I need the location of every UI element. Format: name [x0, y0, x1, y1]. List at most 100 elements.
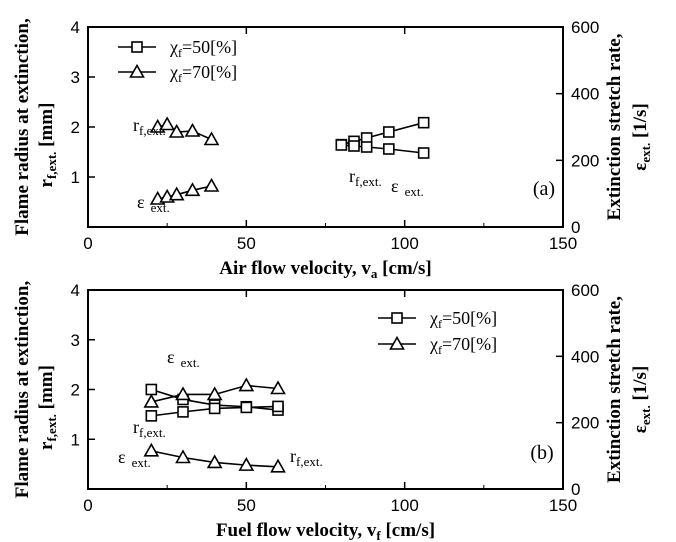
series-2	[143, 377, 286, 408]
square-marker	[335, 139, 348, 151]
legend-entry: χf=50[%]	[378, 308, 497, 331]
annotation-symbol: r	[133, 115, 139, 135]
x-tick-label: 150	[549, 496, 577, 515]
series-annotation: ε ext.	[118, 447, 151, 470]
y-right-tick-label: 400	[571, 85, 599, 104]
y-right-axis-label: Extinction stretch rate, εext. [1/s]	[604, 33, 653, 220]
legend-chi: χ	[429, 308, 438, 328]
x-tick-label: 0	[83, 496, 92, 515]
x-tick-label: 0	[83, 234, 92, 253]
legend-entry: χf=70[%]	[118, 62, 237, 85]
series-3	[149, 177, 220, 205]
y-left-tick-label: 3	[71, 331, 80, 350]
triangle-marker	[206, 386, 223, 401]
y-right-axis-label: Extinction stretch rate, εext. [1/s]	[604, 296, 653, 483]
x-axis-label-sub: a	[371, 266, 378, 281]
y-right-label-sym: ε	[630, 425, 651, 433]
panel-label: (b)	[530, 442, 553, 464]
annotation-sub: f,ext.	[355, 174, 382, 189]
triangle-marker	[168, 123, 185, 138]
legend-sub: f	[178, 46, 182, 60]
annotation-sub: f,ext.	[296, 454, 323, 469]
legend-sub: f	[438, 343, 442, 357]
y-right-label-main: Extinction stretch rate,	[604, 33, 625, 220]
triangle-marker	[270, 380, 286, 395]
legend-chi: χ	[169, 62, 178, 82]
legend-sub: f	[438, 317, 442, 331]
square-marker	[417, 116, 430, 129]
x-axis-label-text: Air flow velocity, v	[219, 258, 371, 279]
square-marker	[145, 410, 158, 422]
x-tick-label: 100	[390, 496, 418, 515]
annotation-symbol: r	[133, 417, 139, 437]
square-marker	[417, 147, 430, 159]
legend-value: =70[%]	[182, 62, 237, 82]
legend-value: =50[%]	[182, 37, 237, 57]
y-left-label-sym: r	[36, 178, 57, 187]
y-right-tick-label: 400	[571, 347, 599, 366]
series-annotation: rf,ext.	[133, 417, 166, 440]
annotation-sub: f,ext.	[139, 123, 166, 138]
legend-value: =70[%]	[442, 334, 497, 354]
triangle-marker	[175, 386, 191, 401]
y-left-label-sub: f,ext.	[44, 414, 59, 441]
x-tick-label: 50	[237, 496, 256, 515]
annotation-symbol: ε	[391, 176, 399, 196]
y-left-label-unit: [mm]	[36, 365, 57, 414]
triangle-marker	[389, 335, 405, 350]
annotation-symbol: r	[290, 446, 296, 466]
y-left-label-sub: f,ext.	[44, 152, 59, 179]
y-right-label-unit: [1/s]	[630, 103, 651, 143]
annotation-sub: ext.	[151, 200, 170, 215]
y-right-tick-label: 200	[571, 151, 599, 170]
panel-label: (a)	[533, 178, 555, 200]
annotation-symbol: ε	[118, 447, 126, 467]
triangle-marker	[203, 131, 220, 146]
triangle-marker	[129, 63, 145, 78]
triangle-marker	[203, 177, 220, 192]
square-marker	[383, 126, 395, 138]
square-marker	[208, 402, 221, 415]
series-1	[335, 139, 430, 159]
legend-label: χf=70[%]	[169, 62, 237, 85]
triangle-marker	[238, 377, 255, 392]
y-left-tick-label: 4	[71, 18, 80, 37]
x-axis-label: Fuel flow velocity, vf [cm/s]	[216, 520, 435, 542]
y-left-tick-label: 3	[71, 68, 80, 87]
triangle-marker	[143, 393, 160, 408]
series-1	[145, 400, 284, 422]
legend-entry: χf=70[%]	[378, 334, 497, 357]
legend-label: χf=70[%]	[429, 334, 497, 357]
x-axis-label: Air flow velocity, va [cm/s]	[219, 258, 431, 281]
legend-chi: χ	[429, 334, 438, 354]
series-annotation: ε ext.	[167, 347, 200, 370]
triangle-marker	[159, 116, 176, 131]
annotation-sub: ext.	[405, 184, 424, 199]
y-left-axis-label: Flame radius at extinction, rf,ext. [mm]	[12, 18, 59, 236]
square-marker	[383, 143, 395, 155]
y-left-label-sym: r	[36, 441, 57, 450]
y-left-axis-label: Flame radius at extinction, rf,ext. [mm]	[12, 281, 59, 499]
legend-label: χf=50[%]	[429, 308, 497, 331]
y-left-tick-label: 1	[71, 430, 80, 449]
annotation-sub: f,ext.	[139, 425, 166, 440]
square-marker	[391, 312, 403, 324]
y-left-tick-label: 2	[71, 381, 80, 400]
y-right-label-sub: ext.	[638, 143, 653, 163]
annotation-symbol: ε	[167, 347, 175, 367]
legend-value: =50[%]	[442, 308, 497, 328]
annotation-symbol: r	[349, 166, 355, 186]
square-marker	[348, 140, 360, 152]
y-left-tick-label: 2	[71, 118, 80, 137]
legend-label: χf=50[%]	[169, 37, 237, 60]
legend-sub: f	[178, 71, 182, 85]
x-tick-label: 50	[237, 234, 256, 253]
series-annotation: rf,ext.	[349, 166, 382, 189]
x-axis-label-unit: [cm/s]	[381, 520, 435, 541]
x-axis-label-sub: f	[376, 528, 381, 542]
y-left-label-unit: [mm]	[36, 103, 57, 152]
legend-chi: χ	[169, 37, 178, 57]
square-marker	[177, 406, 189, 418]
square-marker	[360, 141, 373, 153]
annotation-sub: ext.	[132, 455, 151, 470]
